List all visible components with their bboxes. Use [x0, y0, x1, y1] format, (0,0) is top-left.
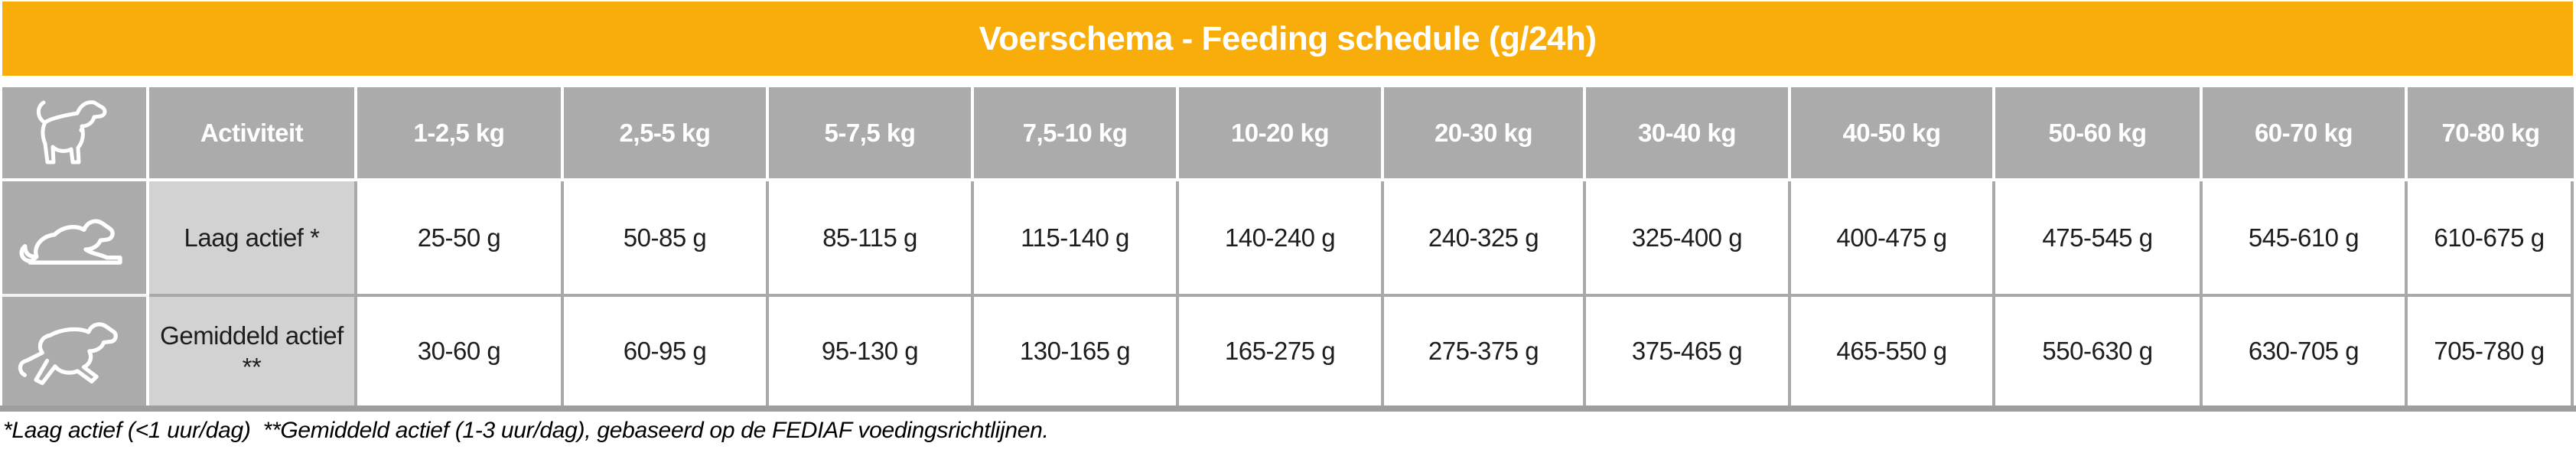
feeding-value: 165-275 g: [1179, 297, 1384, 406]
column-header-weight: 70-80 kg: [2408, 87, 2574, 181]
feeding-value: 400-475 g: [1791, 181, 1995, 297]
feeding-value: 325-400 g: [1586, 181, 1791, 297]
feeding-value: 25-50 g: [357, 181, 564, 297]
row-icon-cell: [2, 181, 149, 297]
feeding-value: 240-325 g: [1384, 181, 1586, 297]
column-header-weight: 60-70 kg: [2203, 87, 2408, 181]
column-header-weight: 20-30 kg: [1384, 87, 1586, 181]
column-header-weight: 30-40 kg: [1586, 87, 1791, 181]
feeding-value: 610-675 g: [2408, 181, 2574, 297]
title-bar: Voerschema - Feeding schedule (g/24h): [2, 2, 2573, 76]
column-header-weight: 40-50 kg: [1791, 87, 1995, 181]
feeding-value: 275-375 g: [1384, 297, 1586, 406]
table-bottom-border: [0, 406, 2576, 412]
lying-dog-icon: [13, 204, 135, 272]
column-header-weight: 1-2,5 kg: [357, 87, 564, 181]
feeding-value: 465-550 g: [1791, 297, 1995, 406]
feeding-value: 30-60 g: [357, 297, 564, 406]
feeding-schedule-table: Activiteit 1-2,5 kg 2,5-5 kg 5-7,5 kg 7,…: [2, 87, 2574, 406]
feeding-value: 375-465 g: [1586, 297, 1791, 406]
standing-dog-icon: [21, 95, 128, 171]
feeding-value: 95-130 g: [769, 297, 974, 406]
page-title: Voerschema - Feeding schedule (g/24h): [979, 19, 1597, 57]
column-header-weight: 5-7,5 kg: [769, 87, 974, 181]
feeding-value: 545-610 g: [2203, 181, 2408, 297]
column-header-activity: Activiteit: [149, 87, 357, 181]
corner-icon-cell: [2, 87, 149, 181]
feeding-value: 115-140 g: [974, 181, 1179, 297]
feeding-value: 705-780 g: [2408, 297, 2574, 406]
column-header-weight: 2,5-5 kg: [564, 87, 769, 181]
column-header-weight: 10-20 kg: [1179, 87, 1384, 181]
column-header-weight: 7,5-10 kg: [974, 87, 1179, 181]
feeding-value: 630-705 g: [2203, 297, 2408, 406]
feeding-value: 130-165 g: [974, 297, 1179, 406]
row-icon-cell: [2, 297, 149, 406]
feeding-value: 475-545 g: [1995, 181, 2203, 297]
activity-label: Laag actief *: [149, 181, 357, 297]
feeding-value: 140-240 g: [1179, 181, 1384, 297]
footnote: *Laag actief (<1 uur/dag) **Gemiddeld ac…: [3, 418, 1049, 443]
feeding-value: 85-115 g: [769, 181, 974, 297]
feeding-value: 50-85 g: [564, 181, 769, 297]
running-dog-icon: [9, 313, 139, 389]
feeding-value: 60-95 g: [564, 297, 769, 406]
feeding-value: 550-630 g: [1995, 297, 2203, 406]
activity-label: Gemiddeld actief **: [149, 297, 357, 406]
column-header-weight: 50-60 kg: [1995, 87, 2203, 181]
